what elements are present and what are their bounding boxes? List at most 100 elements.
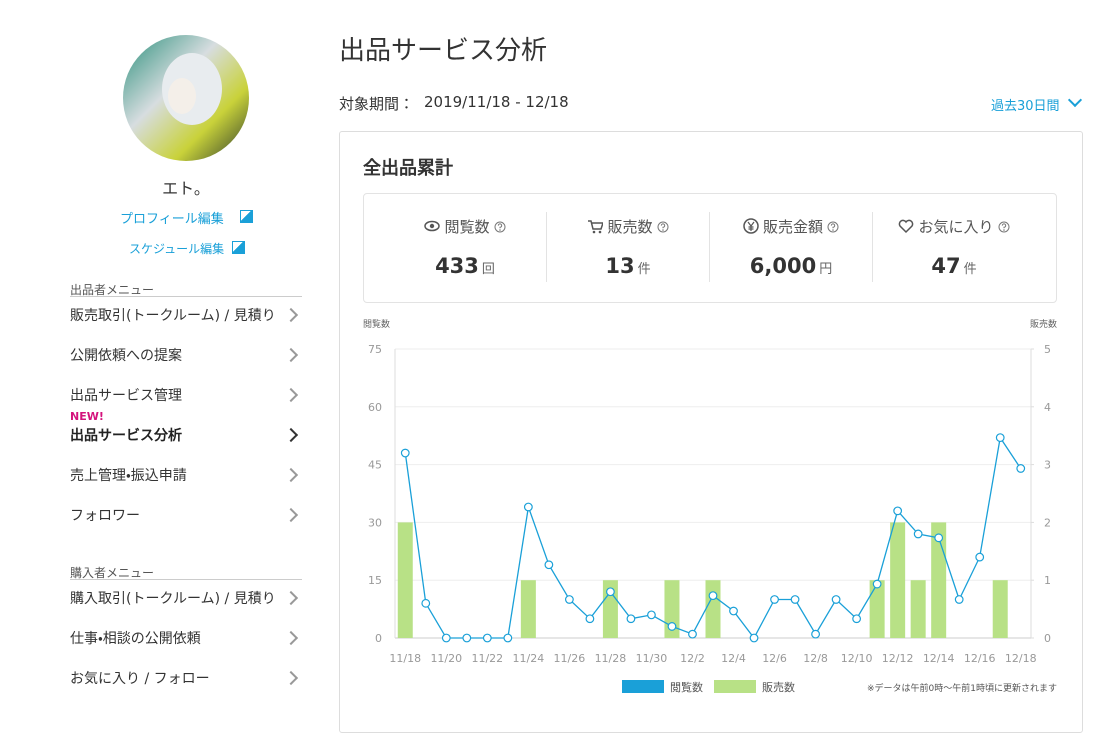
stat-label: 閲覧数 [444, 218, 490, 236]
period-label: 対象期間： [339, 95, 415, 113]
legend-label: 閲覧数 [670, 681, 703, 694]
stat-value: 433 [435, 254, 479, 278]
bar [910, 580, 926, 638]
schedule-edit-link[interactable]: スケジュール編集 [129, 242, 225, 256]
stat-separator [546, 212, 547, 282]
line-point [606, 587, 615, 597]
x-tick-label: 11/24 [513, 652, 545, 665]
range-select[interactable]: 過去30日間 [991, 99, 1060, 114]
line-point [913, 529, 923, 539]
bar [520, 580, 536, 638]
menu-item[interactable]: 購入取引(トークルーム) / 見積り [70, 591, 276, 607]
menu-heading: 出品者メニュー [70, 283, 155, 297]
y-axis-label: 閲覧数 [363, 318, 390, 330]
help-icon[interactable] [827, 221, 839, 233]
y2-tick-label: 0 [1044, 632, 1051, 645]
stat-value: 13 [605, 254, 635, 278]
line-point [831, 595, 841, 604]
stat-value: 47 [931, 254, 961, 278]
line-point [749, 633, 759, 643]
menu-item[interactable]: 仕事・相談の公開依頼 [70, 631, 201, 647]
period: 2019/11/18 - 12/18 [424, 93, 569, 111]
line-point [544, 560, 554, 570]
y-tick-label: 75 [368, 343, 382, 356]
help-icon[interactable] [494, 221, 506, 233]
x-tick-label: 11/28 [595, 652, 627, 665]
stat-label: 販売数 [607, 218, 653, 236]
stat-label: お気に入り [918, 218, 994, 236]
help-icon[interactable] [998, 221, 1010, 233]
x-tick-label: 11/26 [554, 652, 586, 665]
x-tick-label: 12/8 [803, 652, 828, 665]
y2-tick-label: 1 [1044, 574, 1051, 587]
y2-tick-label: 4 [1044, 401, 1051, 414]
stat-label-row: 閲覧数 [385, 216, 545, 237]
line-point [811, 629, 820, 639]
stat-icon [424, 220, 441, 232]
y-tick-label: 60 [368, 401, 382, 414]
stat-label-row: 販売金額 [711, 216, 871, 237]
x-tick-label: 12/16 [964, 652, 996, 665]
bar [890, 522, 906, 638]
menu-item[interactable]: 出品サービス管理 [70, 388, 182, 404]
line-point [667, 622, 677, 631]
line-point [1016, 464, 1026, 473]
line-point [462, 633, 472, 643]
stat-unit: 件 [963, 262, 977, 277]
profile-edit-link[interactable]: プロフィール編集 [120, 212, 224, 227]
summary-title: 全出品累計 [363, 158, 453, 179]
line-point [934, 533, 944, 543]
stat-unit: 回 [481, 262, 495, 277]
stat-separator [709, 212, 710, 282]
stat-value-row: 13 件 [548, 254, 708, 278]
bar [705, 580, 721, 638]
divider [70, 296, 302, 297]
menu-item[interactable]: 販売取引(トークルーム) / 見積り [70, 308, 276, 324]
x-tick-label: 12/10 [841, 652, 873, 665]
edit-icon [232, 241, 245, 254]
x-tick-label: 12/6 [762, 652, 787, 665]
stat-separator [872, 212, 873, 282]
menu-item[interactable]: フォロワー [70, 508, 140, 524]
legend-swatch [714, 680, 756, 693]
menu-item[interactable]: 売上管理・振込申請 [70, 468, 187, 484]
help-icon[interactable] [657, 221, 669, 233]
y-tick-label: 45 [368, 459, 382, 472]
x-tick-label: 12/4 [721, 652, 746, 665]
line-point [626, 614, 636, 624]
x-tick-label: 12/14 [923, 652, 955, 665]
y2-axis-label: 販売数 [1030, 318, 1057, 330]
menu-item[interactable]: お気に入り / フォロー [70, 671, 210, 687]
bar [869, 580, 885, 638]
line-point [872, 579, 882, 589]
y2-tick-label: 2 [1044, 516, 1051, 529]
page-title: 出品サービス分析 [339, 36, 548, 66]
menu-item[interactable]: 出品サービス分析 [70, 428, 182, 444]
line-point [954, 595, 964, 604]
stat-label-row: お気に入り [874, 216, 1034, 237]
x-tick-label: 11/30 [636, 652, 668, 665]
line-point [441, 633, 451, 643]
stat-icon [743, 218, 759, 234]
stat-value: 6,000 [749, 254, 817, 278]
y2-tick-label: 5 [1044, 343, 1051, 356]
x-tick-label: 12/2 [680, 652, 705, 665]
menu-heading: 購入者メニュー [70, 566, 155, 580]
line-point [729, 606, 738, 616]
line-point [708, 591, 718, 601]
line-point [893, 506, 903, 516]
new-badge: NEW! [70, 410, 104, 423]
stat-icon [899, 219, 914, 234]
chart-note: ※データは午前0時〜午前1時頃に更新されます [867, 682, 1057, 694]
legend-label: 販売数 [762, 681, 795, 694]
line-point [770, 595, 779, 604]
x-tick-label: 11/20 [430, 652, 462, 665]
legend-swatch [622, 680, 664, 693]
divider [70, 579, 302, 580]
menu-item[interactable]: 公開依頼への提案 [70, 348, 182, 364]
stat-value-row: 47 件 [874, 254, 1034, 278]
avatar[interactable] [122, 34, 250, 162]
line-point [482, 633, 492, 643]
line-point [647, 610, 656, 620]
